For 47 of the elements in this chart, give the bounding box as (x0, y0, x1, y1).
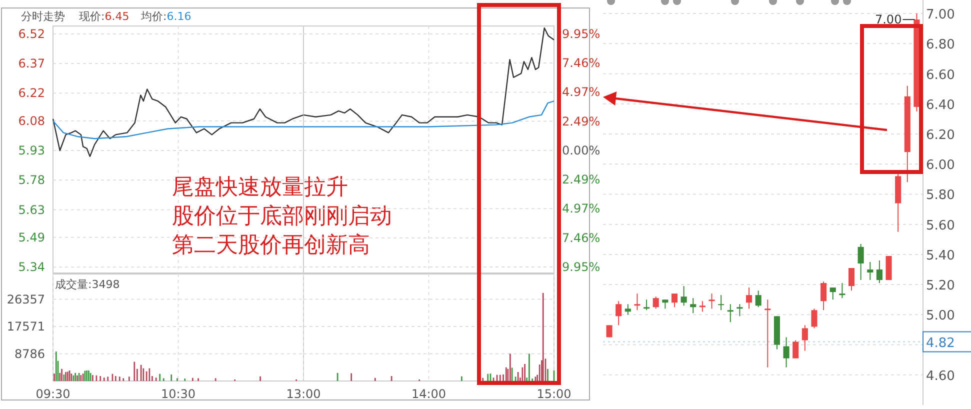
annotation: 股价位于底部刚刚启动 (172, 204, 392, 229)
y-tick-label: 5.78 (18, 173, 45, 188)
y-tick-label: 6.22 (18, 86, 45, 100)
x-tick-label: 13:00 (286, 387, 321, 401)
y-tick-label: 6.08 (18, 114, 45, 128)
y-tick-label: 6.37 (18, 56, 45, 71)
y-tick-label: 8786 (14, 346, 45, 361)
text: 现价:6.45 (79, 10, 130, 23)
y2-tick-label: 2.49% (562, 114, 600, 128)
y-tick-label: 6.00 (926, 158, 955, 174)
annotation: 第二天股价再创新高 (172, 233, 370, 258)
y2-tick-label: 4.97% (562, 202, 600, 216)
annotation: 尾盘快速放量拉升 (172, 175, 348, 200)
y-tick-label: 5.20 (926, 278, 955, 294)
annotation: 7.00 (874, 12, 902, 27)
y-tick-label: 5.40 (926, 248, 955, 264)
x-tick-label: 10:30 (160, 387, 196, 401)
y-tick-label: 5.49 (18, 230, 45, 244)
y2-tick-label: 7.46% (562, 56, 600, 70)
x-tick-label: 14:00 (411, 387, 446, 401)
text: 均价:6.16 (140, 10, 192, 23)
y2-tick-label: 9.95% (562, 26, 600, 41)
y-tick-label: 7.00 (926, 8, 955, 23)
y-tick-label: 5.93 (18, 143, 45, 158)
y-tick-label: 5.63 (18, 202, 45, 217)
y2-tick-label: 7.46% (562, 230, 600, 245)
y-tick-label: 5.60 (926, 218, 955, 234)
y2-tick-label: 2.49% (562, 172, 600, 187)
x-tick-label: 15:00 (536, 387, 572, 401)
y-tick-label: 6.40 (926, 98, 955, 113)
y-tick-label: 6.80 (926, 38, 955, 53)
chart-title: 成交量:3498 (55, 278, 120, 291)
y2-tick-label: 4.97% (562, 85, 600, 100)
y-tick-label: 6.60 (926, 68, 955, 83)
y-tick-label: 5.34 (18, 260, 45, 274)
x-tick-label: 09:30 (36, 387, 70, 401)
y-tick-label: 4.60 (926, 368, 955, 384)
y-tick-label: 26357 (6, 292, 45, 306)
ref-line-label: 4.82 (926, 336, 955, 351)
chart-title: 分时走势 (21, 10, 65, 23)
y-tick-label: 5.80 (926, 188, 955, 204)
y-tick-label: 6.20 (926, 128, 955, 143)
y2-tick-label: 9.95% (562, 260, 600, 274)
y-tick-label: 17571 (6, 320, 45, 334)
y-tick-label: 6.52 (18, 26, 45, 41)
y2-tick-label: 0.00% (562, 143, 600, 158)
y-tick-label: 5.00 (926, 308, 955, 324)
